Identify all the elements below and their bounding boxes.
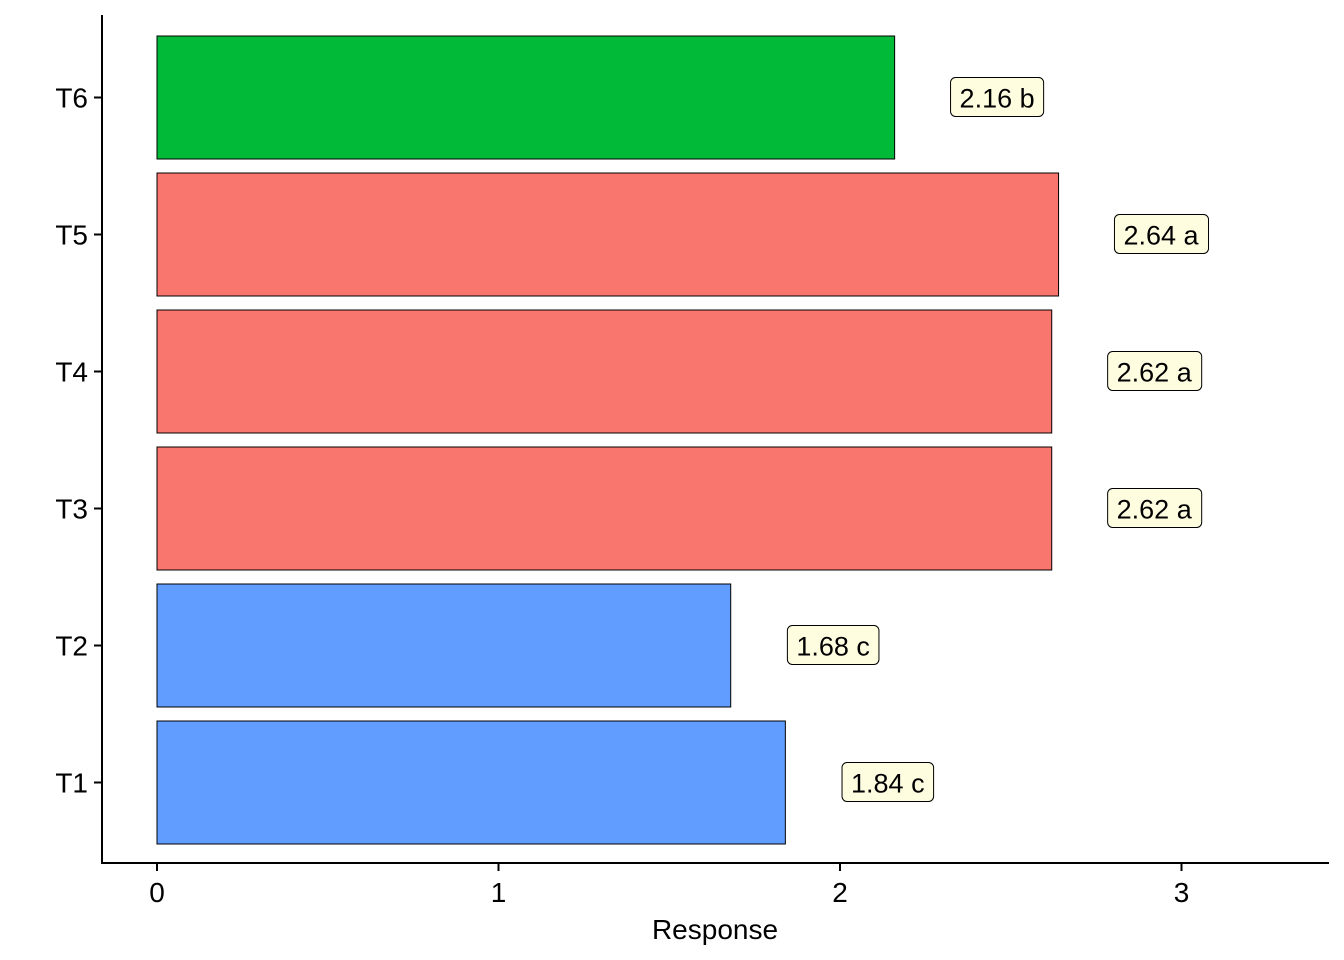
y-tick-label-t3: T3 xyxy=(55,494,88,525)
x-tick-label-0: 0 xyxy=(149,877,165,908)
y-axis-ticks: T1 T2 T3 T4 T5 T6 xyxy=(55,83,102,799)
y-tick-label-t2: T2 xyxy=(55,631,88,662)
bar-t4 xyxy=(156,309,1053,434)
data-label-t2: 1.68 c xyxy=(796,632,870,662)
y-tick-label-t5: T5 xyxy=(55,220,88,251)
x-tick-label-3: 3 xyxy=(1174,877,1190,908)
data-labels-group: 1.84 c 1.68 c 2.62 a 2.62 a 2.64 a 2.16 b xyxy=(786,77,1210,802)
data-label-box-t1 xyxy=(841,762,935,802)
y-tick-label-t6: T6 xyxy=(55,83,88,114)
bar-t5 xyxy=(156,172,1060,297)
data-label-t5: 2.64 a xyxy=(1123,221,1199,251)
data-label-box-t6 xyxy=(950,77,1045,117)
bar-t2 xyxy=(156,583,732,708)
data-label-box-t2 xyxy=(786,625,880,665)
data-label-box-t4 xyxy=(1107,351,1203,391)
bar-t3 xyxy=(156,446,1053,571)
data-label-box-t3 xyxy=(1107,488,1203,528)
bars-group xyxy=(156,35,1060,845)
x-tick-label-1: 1 xyxy=(491,877,507,908)
x-axis-ticks: 0 1 2 3 xyxy=(149,863,1189,908)
data-label-t4: 2.62 a xyxy=(1117,358,1193,388)
data-label-t1: 1.84 c xyxy=(851,769,925,799)
data-label-t3: 2.62 a xyxy=(1117,495,1193,525)
data-label-box-t5 xyxy=(1113,214,1210,254)
y-tick-label-t1: T1 xyxy=(55,768,88,799)
bar-t6 xyxy=(156,35,896,160)
y-tick-label-t4: T4 xyxy=(55,357,88,388)
bar-t1 xyxy=(156,720,786,845)
data-label-t6: 2.16 b xyxy=(960,84,1035,114)
x-axis-title: Response xyxy=(652,914,778,945)
x-tick-label-2: 2 xyxy=(832,877,848,908)
